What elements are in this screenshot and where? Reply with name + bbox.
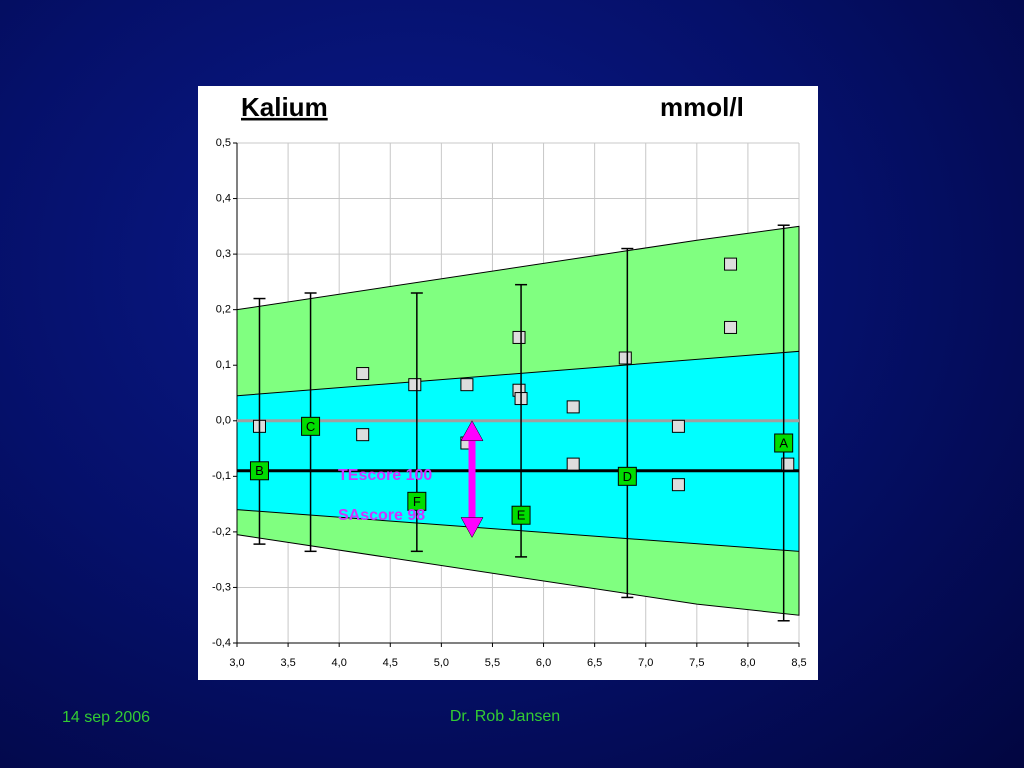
point: [671, 478, 685, 492]
x-tick-label: 3,5: [280, 657, 295, 669]
y-tick-label: -0,2: [212, 526, 231, 538]
point-label: A: [779, 435, 788, 450]
x-tick-label: 3,0: [229, 657, 244, 669]
y-tick-label: 0,4: [216, 192, 231, 204]
point-label: F: [413, 494, 421, 509]
y-tick-label: 0,1: [216, 359, 231, 371]
point-label: D: [623, 469, 632, 484]
x-tick-label: 7,0: [638, 657, 653, 669]
x-tick-label: 4,5: [383, 657, 398, 669]
point: [566, 400, 580, 414]
unit-label: mmol/l: [660, 92, 744, 122]
point: [724, 257, 738, 271]
x-tick-label: 8,5: [791, 657, 806, 669]
annotation: TEscore 100: [338, 467, 432, 484]
point: [671, 419, 685, 433]
point: [356, 367, 370, 381]
x-tick-label: 4,0: [332, 657, 347, 669]
x-tick-label: 6,0: [536, 657, 551, 669]
arrow-head: [460, 517, 484, 538]
author: Dr. Rob Jansen: [450, 708, 560, 725]
point: [566, 457, 580, 471]
y-tick-label: -0,3: [212, 581, 231, 593]
y-tick-label: -0,4: [212, 637, 231, 649]
y-tick-label: 0,3: [216, 248, 231, 260]
point: [512, 330, 526, 344]
x-tick-label: 8,0: [740, 657, 755, 669]
point: [356, 428, 370, 442]
x-tick-label: 5,0: [434, 657, 449, 669]
y-tick-label: -0,1: [212, 470, 231, 482]
point: [511, 505, 531, 525]
y-tick-label: 0,5: [216, 137, 231, 149]
point: [301, 416, 321, 436]
point: [618, 351, 632, 365]
point: [617, 466, 637, 486]
point-label: C: [306, 419, 315, 434]
chart: -0,4 -0,3 -0,2 -0,1 0,0 0,1 0,2 0,3 0,4 0,5 3,0 3,5…: [212, 137, 807, 669]
date: 14 sep 2006: [62, 709, 150, 726]
point: [407, 491, 427, 511]
y-tick-label: 0,0: [216, 415, 231, 427]
point: [249, 461, 269, 481]
x-tick-label: 5,5: [485, 657, 500, 669]
point: [781, 457, 795, 471]
point: [724, 320, 738, 334]
point: [460, 378, 474, 392]
point: [408, 378, 422, 392]
point-label: E: [517, 508, 526, 523]
point-label: B: [255, 463, 264, 478]
x-tick-label: 6,5: [587, 657, 602, 669]
x-tick-label: 7,5: [689, 657, 704, 669]
arrow-head: [460, 420, 484, 442]
point: [774, 433, 794, 453]
chart-title: Kalium: [241, 92, 328, 122]
annotation: SAscore 98: [338, 507, 425, 524]
y-tick-label: 0,2: [216, 304, 231, 316]
